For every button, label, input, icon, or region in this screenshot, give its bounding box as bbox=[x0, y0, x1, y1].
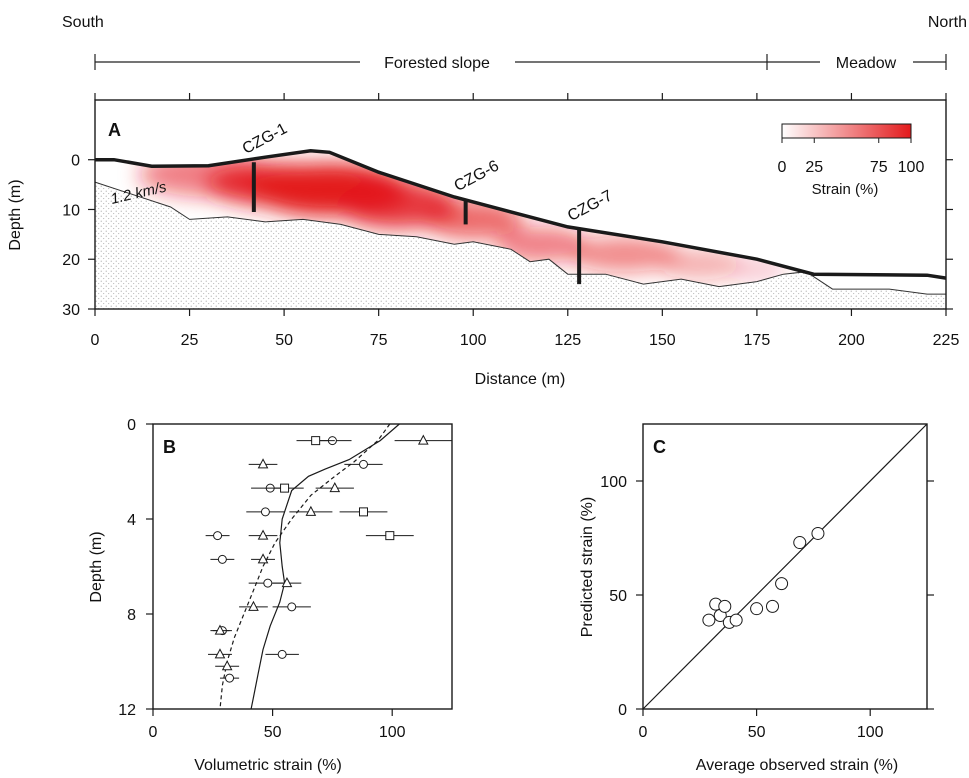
data-point bbox=[729, 613, 743, 627]
x-tick-label: 100 bbox=[857, 724, 884, 741]
data-point bbox=[811, 526, 825, 540]
x-tick-label: 150 bbox=[649, 332, 676, 349]
x-tick-label: 100 bbox=[379, 724, 406, 741]
borehole-label-czg-1: CZG-1 bbox=[240, 120, 290, 158]
x-tick-label: 125 bbox=[554, 332, 581, 349]
y-tick-label: 12 bbox=[118, 702, 136, 719]
colorbar-tick-label: 75 bbox=[870, 159, 888, 176]
data-point bbox=[766, 599, 780, 613]
data-point-triangle bbox=[257, 529, 269, 540]
panel-c-ylabel: Predicted strain (%) bbox=[579, 497, 596, 638]
panel-a-frame bbox=[94, 99, 947, 310]
strain-patch bbox=[496, 226, 587, 262]
panel-b-frame bbox=[152, 423, 453, 710]
x-tick-label: 50 bbox=[275, 332, 293, 349]
borehole-label-czg-6: CZG-6 bbox=[452, 157, 502, 195]
data-point-triangle bbox=[329, 482, 341, 493]
panel-a-ylabel: Depth (m) bbox=[7, 179, 24, 250]
y-tick-label: 0 bbox=[127, 417, 136, 434]
ground-surface-line bbox=[95, 149, 947, 280]
panel-a-letter: A bbox=[108, 120, 121, 140]
data-point-square bbox=[311, 436, 321, 446]
data-point-square bbox=[358, 507, 368, 517]
x-tick-label: 75 bbox=[370, 332, 388, 349]
strain-patch bbox=[660, 248, 741, 280]
data-point bbox=[793, 536, 807, 550]
zone-bar bbox=[94, 54, 947, 70]
colorbar-title: Strain (%) bbox=[812, 181, 879, 198]
panel-c-letter: C bbox=[653, 437, 666, 457]
data-point bbox=[775, 577, 789, 591]
y-tick-label: 0 bbox=[71, 153, 80, 170]
data-point-square bbox=[280, 483, 290, 493]
x-tick-label: 50 bbox=[748, 724, 766, 741]
colorbar-tick-label: 0 bbox=[778, 159, 787, 176]
data-point-circle bbox=[217, 554, 227, 564]
data-point-triangle bbox=[221, 660, 233, 671]
panel-a-xlabel: Distance (m) bbox=[475, 371, 566, 388]
panel-b-solid-curve bbox=[250, 423, 400, 710]
panel-b: 0 50 100 0 4 8 12 B Volumetric strain (%) Dept… bbox=[88, 417, 453, 774]
data-point-square bbox=[385, 531, 395, 541]
north-label: North bbox=[928, 14, 967, 31]
y-tick-label: 4 bbox=[127, 512, 136, 529]
x-tick-label: 50 bbox=[264, 724, 282, 741]
data-point-triangle bbox=[417, 434, 429, 445]
zone-forest-label: Forested slope bbox=[384, 55, 490, 72]
one-to-one-line bbox=[642, 423, 928, 710]
colorbar bbox=[781, 123, 912, 139]
data-point-circle bbox=[358, 459, 368, 469]
x-tick-label: 225 bbox=[933, 332, 960, 349]
y-tick-label: 0 bbox=[618, 702, 627, 719]
data-point-circle bbox=[225, 673, 235, 683]
data-point-triangle bbox=[281, 577, 293, 588]
y-tick-label: 100 bbox=[600, 474, 627, 491]
data-point-triangle bbox=[257, 553, 269, 564]
x-tick-label: 0 bbox=[149, 724, 158, 741]
x-tick-label: 25 bbox=[181, 332, 199, 349]
y-tick-label: 50 bbox=[609, 588, 627, 605]
data-point bbox=[718, 599, 732, 613]
y-tick-label: 20 bbox=[62, 252, 80, 269]
y-tick-label: 10 bbox=[62, 202, 80, 219]
colorbar-tick-label: 25 bbox=[805, 159, 823, 176]
data-point-circle bbox=[277, 649, 287, 659]
data-point-circle bbox=[213, 531, 223, 541]
data-point-triangle bbox=[214, 648, 226, 659]
south-label: South bbox=[62, 14, 104, 31]
data-point-circle bbox=[287, 602, 297, 612]
colorbar-tick-label: 100 bbox=[898, 159, 925, 176]
panel-c-xlabel: Average observed strain (%) bbox=[696, 757, 898, 774]
y-tick-label: 30 bbox=[62, 302, 80, 319]
x-tick-label: 175 bbox=[744, 332, 771, 349]
zone-meadow-label: Meadow bbox=[836, 55, 897, 72]
y-tick-label: 8 bbox=[127, 607, 136, 624]
data-point-triangle bbox=[305, 505, 317, 516]
panel-b-xlabel: Volumetric strain (%) bbox=[194, 757, 342, 774]
data-point-triangle bbox=[257, 458, 269, 469]
x-tick-label: 0 bbox=[639, 724, 648, 741]
data-point-triangle bbox=[214, 624, 226, 635]
data-point-circle bbox=[263, 578, 273, 588]
panel-c-frame bbox=[642, 423, 928, 710]
data-point-circle bbox=[260, 507, 270, 517]
data-point-triangle bbox=[248, 600, 259, 611]
data-point bbox=[750, 602, 764, 616]
strain-patch bbox=[569, 236, 680, 272]
x-tick-label: 0 bbox=[91, 332, 100, 349]
panel-b-letter: B bbox=[163, 437, 176, 457]
x-tick-label: 200 bbox=[838, 332, 865, 349]
panel-b-ylabel: Depth (m) bbox=[88, 531, 105, 602]
data-point bbox=[702, 613, 716, 627]
panel-a-strain-field bbox=[138, 152, 787, 283]
x-tick-label: 100 bbox=[460, 332, 487, 349]
borehole-label-czg-7: CZG-7 bbox=[565, 187, 615, 225]
panel-c: 0 50 100 0 50 100 C Average observed strain (… bbox=[579, 423, 934, 774]
